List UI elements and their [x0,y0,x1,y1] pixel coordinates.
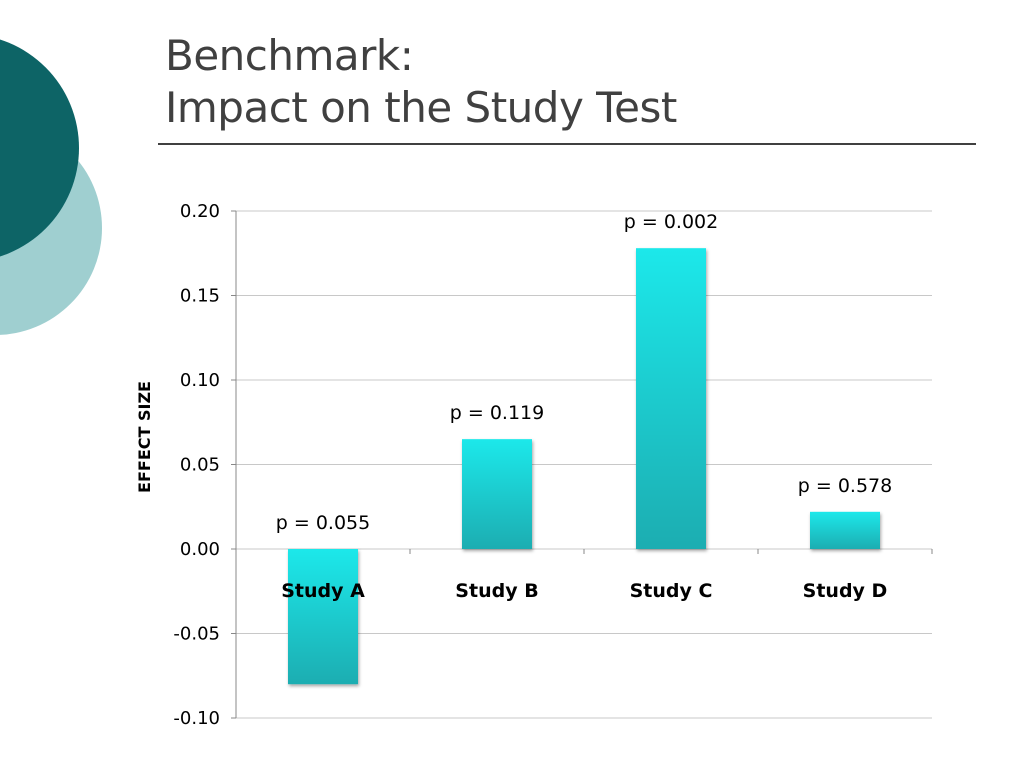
bar-study-c [636,248,706,549]
decorative-circles [0,39,102,335]
y-tick-label: 0.05 [180,455,220,476]
data-label: p = 0.119 [450,402,544,424]
y-tick-label: -0.05 [173,624,220,645]
y-axis-title: EFFECT SIZE [135,381,154,493]
title-divider [158,143,976,145]
slide-title: Benchmark: Impact on the Study Test [165,30,677,134]
bar-study-d [810,511,880,549]
category-label: Study A [281,580,365,602]
bar-study-b [462,439,532,549]
y-tick-label: -0.10 [173,708,220,729]
slide-title-line-2: Impact on the Study Test [165,83,677,132]
data-label: p = 0.578 [798,475,892,497]
category-label: Study D [803,580,888,602]
data-label: p = 0.002 [624,211,718,233]
slide-title-line-1: Benchmark: [165,31,414,80]
category-label: Study B [455,580,538,602]
dark-teal-circle [0,39,79,257]
y-tick-label: 0.00 [180,539,220,560]
y-tick-label: 0.20 [180,201,220,222]
y-tick-label: 0.10 [180,370,220,391]
bar-study-a [288,549,358,685]
category-label: Study C [630,580,713,602]
data-label: p = 0.055 [276,512,370,534]
y-tick-label: 0.15 [180,286,220,307]
